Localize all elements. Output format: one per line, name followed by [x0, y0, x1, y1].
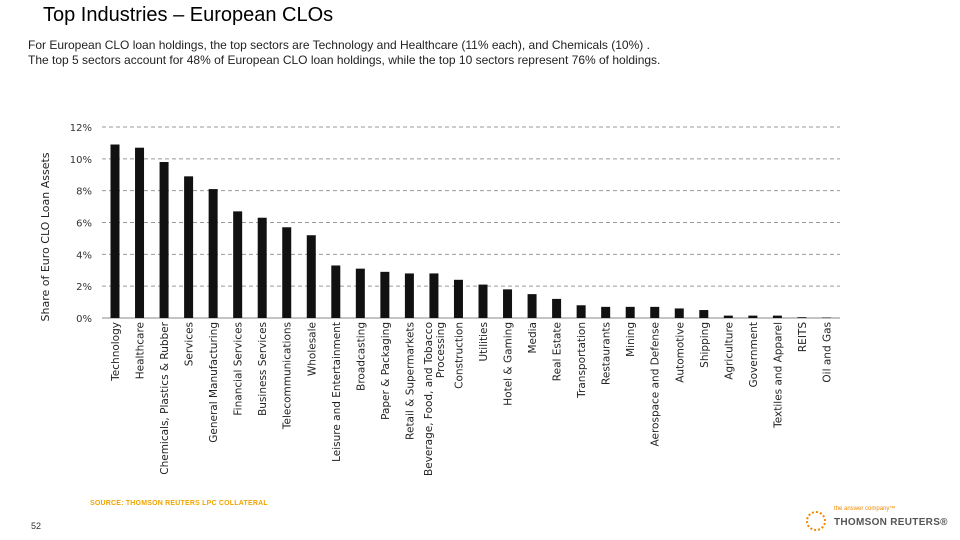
bar [429, 273, 439, 318]
category-label: Agriculture [723, 322, 735, 380]
bar [527, 294, 537, 318]
y-axis-title: Share of Euro CLO Loan Assets [39, 152, 52, 321]
category-label: Technology [110, 322, 122, 382]
bar [135, 147, 145, 318]
subtitle-line-2: The top 5 sectors account for 48% of Eur… [28, 53, 661, 67]
category-label: Broadcasting [355, 322, 367, 391]
bar [380, 271, 390, 318]
category-label: Paper & Packaging [380, 322, 392, 420]
bar [772, 315, 782, 318]
bar [184, 176, 194, 318]
bar [355, 268, 365, 318]
bar [674, 308, 684, 318]
bar [576, 305, 586, 318]
category-label: Restaurants [601, 322, 613, 385]
bar [257, 217, 267, 318]
y-tick-label: 10% [70, 155, 92, 166]
category-label: General Manufacturing [208, 322, 220, 443]
bar [552, 298, 562, 318]
y-tick-label: 8% [76, 187, 92, 198]
category-label: Hotel & Gaming [503, 322, 515, 406]
category-label: Construction [453, 322, 465, 389]
logo-name: THOMSON REUTERS® [834, 517, 948, 528]
category-label: Services [184, 322, 196, 366]
category-label: Healthcare [135, 322, 147, 379]
source-note: SOURCE: THOMSON REUTERS LPC COLLATERAL [90, 500, 268, 507]
bar [208, 189, 218, 318]
category-label: REITS [797, 322, 809, 352]
slide-subtitle: For European CLO loan holdings, the top … [28, 38, 928, 68]
logo-dot-icon [806, 511, 826, 531]
bar [797, 317, 807, 318]
category-label: Mining [625, 322, 637, 357]
category-label: Processing [435, 322, 447, 378]
bar [453, 279, 463, 318]
category-label: Shipping [699, 322, 711, 368]
category-label: Leisure and Entertainment [331, 322, 343, 462]
category-label: Utilities [478, 322, 490, 362]
bar [699, 310, 709, 318]
category-label: Business Services [257, 322, 269, 416]
thomson-reuters-logo: the answer company™ THOMSON REUTERS® [806, 506, 948, 536]
bar [723, 315, 733, 318]
category-label: Automotive [674, 322, 686, 383]
category-label: Textiles and Apparel [772, 322, 784, 429]
bar [404, 273, 414, 318]
bar [748, 315, 758, 318]
category-label: Beverage, Food, and Tobacco [423, 322, 435, 476]
category-label: Retail & Supermarkets [404, 322, 416, 440]
bar [625, 306, 635, 318]
y-tick-label: 6% [76, 219, 92, 230]
category-label: Financial Services [233, 322, 245, 416]
category-label: Media [527, 322, 539, 354]
bar [821, 317, 831, 319]
bar [306, 235, 316, 318]
category-label: Transportation [576, 322, 588, 399]
category-label: Oil and Gas [821, 322, 833, 383]
y-tick-label: 2% [76, 282, 92, 293]
bar [110, 144, 120, 318]
logo-tagline: the answer company™ [834, 506, 896, 512]
bar [233, 211, 243, 318]
y-tick-label: 12% [70, 123, 92, 134]
bar [601, 306, 611, 318]
category-label: Government [748, 322, 760, 387]
bar [478, 284, 488, 318]
y-tick-label: 4% [76, 250, 92, 261]
slide-title: Top Industries – European CLOs [43, 4, 334, 26]
bar [331, 265, 341, 318]
bar [282, 227, 292, 318]
category-label: Telecommunications [282, 322, 294, 430]
page-number: 52 [31, 521, 42, 531]
category-label: Wholesale [306, 322, 318, 376]
y-tick-label: 0% [76, 314, 92, 325]
bar [159, 162, 169, 318]
bar [503, 289, 513, 318]
subtitle-line-1: For European CLO loan holdings, the top … [28, 38, 650, 52]
category-label: Chemicals, Plastics & Rubber [159, 321, 171, 474]
category-label: Aerospace and Defense [650, 322, 662, 447]
category-label: Real Estate [552, 322, 564, 381]
bar [650, 306, 660, 318]
